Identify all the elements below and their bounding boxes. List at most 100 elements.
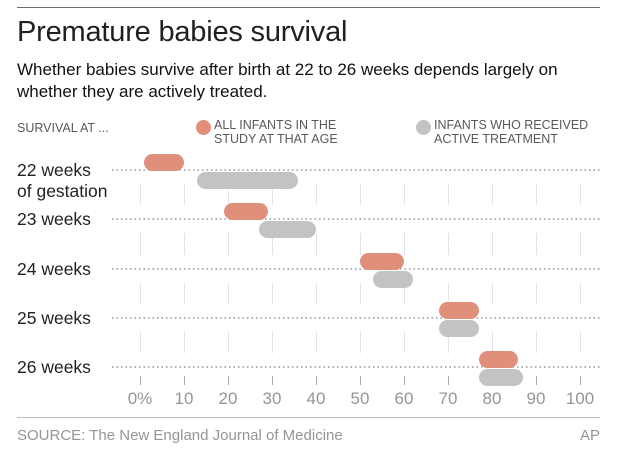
gridline-segment [448,233,449,255]
category-dotted-line [112,316,601,319]
pill-active-treatment [439,319,479,337]
gridline-segment [580,282,581,304]
source-line: SOURCE: The New England Journal of Medic… [17,427,343,444]
category-label: 24 weeks [17,258,91,279]
gridline-segment [184,282,185,304]
gridline-segment [184,233,185,255]
gridline-segment [316,282,317,304]
gridline-segment [184,184,185,206]
gridline-segment [536,331,537,353]
gridline-segment [184,331,185,353]
category-dotted-line [112,366,601,368]
axis-tick-label: 20 [218,389,238,408]
gridline-segment [228,331,229,353]
gridline-segment [536,233,537,255]
axis-tick [140,376,141,385]
pill-all-infants [360,252,404,270]
axis-tick [184,376,185,385]
category-dotted-line [112,169,601,171]
gridline-segment [140,331,141,353]
category-label: 25 weeks [17,307,91,328]
legend-dot-active-treatment-icon [416,120,431,135]
gridline-segment [360,331,361,353]
gridline-segment [360,184,361,206]
pill-active-treatment [258,221,316,239]
axis-tick-label: 60 [394,389,414,408]
category-dotted-line [112,218,601,221]
gridline-segment [448,184,449,206]
legend-item-all-infants: ALL INFANTS IN THE STUDY AT THAT AGE [196,118,338,146]
page-title: Premature babies survival [17,16,348,48]
gridline-segment [316,233,317,255]
gridline-segment [140,184,141,206]
gridline-segment [580,184,581,206]
axis-tick [404,376,405,385]
legend-item-active-treatment: INFANTS WHO RECEIVED ACTIVE TREATMENT [416,118,588,146]
gridline-segment [492,282,493,304]
gridline-segment [272,233,273,255]
axis-tick-label: 90 [526,389,546,408]
axis-tick [536,376,537,385]
pill-active-treatment [373,270,413,288]
gridline-segment [404,184,405,206]
gridline-segment [316,331,317,353]
axis-tick-label: 50 [350,389,370,408]
axis-tick [580,376,581,385]
axis-tick-label: 100 [565,389,595,408]
axis-tick [360,376,361,385]
credit-ap: AP [579,427,600,444]
legend-label-active-treatment: INFANTS WHO RECEIVED ACTIVE TREATMENT [434,118,589,146]
category-dotted-line [112,267,601,270]
gridline-segment [140,282,141,304]
axis-tick [228,376,229,385]
pill-active-treatment [197,172,299,189]
gridline-segment [404,233,405,255]
pill-all-infants [478,351,519,368]
gridline-segment [492,331,493,353]
gridline-segment [272,331,273,353]
axis-tick [316,376,317,385]
axis-tick [448,376,449,385]
gridline-segment [360,282,361,304]
pill-active-treatment [478,369,523,386]
bottom-divider [17,417,600,418]
axis-tick [272,376,273,385]
gridline-segment [228,282,229,304]
pill-all-infants [144,154,184,171]
category-label: 26 weeks [17,357,91,377]
legend-dot-all-infants-icon [196,120,211,135]
category-label: 22 weeks of gestation [17,160,108,201]
gridline-segment [536,184,537,206]
gridline-segment [404,331,405,353]
gridline-segment [580,233,581,255]
gridline-segment [140,233,141,255]
axis-tick-label: 70 [438,389,458,408]
axis-tick-label: 10 [174,389,194,408]
gridline-segment [404,282,405,304]
gridline-segment [580,331,581,353]
pill-all-infants [223,203,268,221]
gridline-segment [228,233,229,255]
pill-all-infants [439,301,479,319]
gridline-segment [272,184,273,206]
top-divider [17,7,600,8]
axis-tick-label: 40 [306,389,326,408]
gridline-segment [536,282,537,304]
axis-tick-label: 0% [127,389,153,408]
gridline-segment [492,233,493,255]
gridline-segment [492,184,493,206]
gridline-segment [448,331,449,353]
legend-label-all-infants: ALL INFANTS IN THE STUDY AT THAT AGE [214,118,338,146]
axis-tick-label: 80 [482,389,502,408]
axis-tick-label: 30 [262,389,282,408]
gridline-segment [316,184,317,206]
gridline-segment [272,282,273,304]
gridline-segment [448,282,449,304]
legend-axis-note: SURVIVAL AT ... [17,121,109,135]
category-label: 23 weeks [17,209,91,230]
gridline-segment [228,184,229,206]
subtitle: Whether babies survive after birth at 22… [17,60,558,101]
gridline-segment [360,233,361,255]
